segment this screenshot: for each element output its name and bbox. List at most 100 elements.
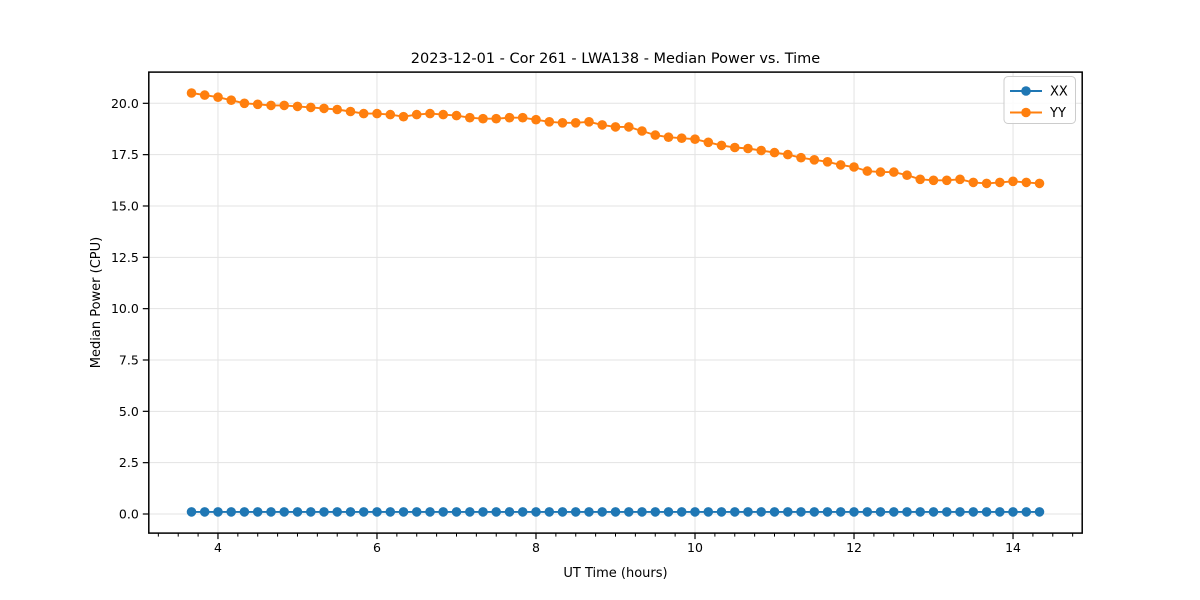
series-marker-xx <box>875 507 886 517</box>
series-marker-xx <box>239 507 250 517</box>
x-tick-label: 14 <box>1005 540 1021 555</box>
series-marker-yy <box>968 177 979 188</box>
series-marker-yy <box>1008 176 1018 187</box>
series-marker-xx <box>690 507 700 517</box>
series-marker-yy <box>690 134 700 144</box>
series-marker-yy <box>1021 177 1032 188</box>
series-marker-yy <box>637 126 647 136</box>
tick-layer <box>142 102 1074 540</box>
series-marker-yy <box>186 88 197 98</box>
series-marker-yy <box>531 114 541 125</box>
legend-label-yy: YY <box>1049 106 1066 121</box>
x-tick-label: 10 <box>687 540 703 555</box>
series-marker-xx <box>835 507 846 517</box>
series-marker-xx <box>517 507 528 517</box>
series-marker-yy <box>292 101 303 112</box>
series-marker-xx <box>226 507 236 517</box>
series-marker-yy <box>319 103 329 114</box>
series-marker-xx <box>783 507 793 517</box>
series-marker-yy <box>239 98 250 109</box>
y-tick-label: 17.5 <box>111 147 139 162</box>
series-marker-yy <box>199 90 210 100</box>
series-marker-xx <box>928 507 939 517</box>
series-marker-yy <box>769 147 780 158</box>
series-marker-yy <box>928 175 939 186</box>
series-marker-xx <box>915 507 925 517</box>
series-marker-xx <box>358 507 369 517</box>
series-marker-xx <box>425 507 435 517</box>
series-line-yy <box>191 92 1040 185</box>
series-marker-xx <box>981 507 992 517</box>
series-marker-xx <box>849 507 859 517</box>
series-marker-yy <box>809 155 820 165</box>
legend-entry-xx: XX <box>1010 85 1068 100</box>
series-marker-yy <box>425 108 435 119</box>
series-marker-yy <box>584 117 594 127</box>
series-marker-yy <box>889 167 899 177</box>
legend-entry-yy: YY <box>1010 106 1066 121</box>
series-marker-yy <box>252 99 263 110</box>
grid-layer <box>148 72 1083 534</box>
series-marker-xx <box>292 507 303 517</box>
series-marker-yy <box>624 122 634 132</box>
series-marker-yy <box>517 112 528 123</box>
series-marker-yy <box>783 149 793 160</box>
series-marker-xx <box>637 507 647 517</box>
x-tick-label: 6 <box>373 540 381 555</box>
series-marker-xx <box>531 507 541 517</box>
x-axis-label: UT Time (hours) <box>563 566 667 581</box>
series-marker-xx <box>1021 507 1032 517</box>
series-marker-xx <box>385 507 396 517</box>
series-marker-xx <box>663 507 674 517</box>
series-marker-xx <box>809 507 820 517</box>
series-marker-yy <box>915 174 925 185</box>
series-marker-yy <box>372 108 382 119</box>
series-marker-xx <box>544 507 555 517</box>
y-tick-label: 20.0 <box>111 96 139 111</box>
series-marker-yy <box>345 106 356 117</box>
y-tick-label: 15.0 <box>111 198 139 213</box>
series-marker-yy <box>385 109 396 120</box>
series-marker-xx <box>213 507 223 517</box>
series-marker-xx <box>703 507 714 517</box>
x-tick-label: 12 <box>846 540 862 555</box>
series-marker-yy <box>1034 178 1045 189</box>
series-marker-xx <box>186 507 197 517</box>
tick-label-layer: 4 6 8 10 12 14 0.0 2.5 5.0 7.5 10.0 12.5 15.0 17.5 20.… <box>111 96 1021 555</box>
series-marker-xx <box>955 507 965 517</box>
axes-spines <box>148 71 1083 534</box>
series-marker-yy <box>306 102 316 113</box>
series-marker-yy <box>730 142 740 153</box>
series-marker-yy <box>955 174 965 185</box>
y-tick-label: 0.0 <box>119 507 139 522</box>
legend: XX YY <box>1003 76 1076 124</box>
series-marker-xx <box>570 507 581 517</box>
series-marker-xx <box>769 507 780 517</box>
series-marker-yy <box>796 152 806 163</box>
series-marker-yy <box>491 113 502 124</box>
series-marker-yy <box>544 117 555 127</box>
series-marker-yy <box>676 133 687 143</box>
series-marker-yy <box>995 177 1005 188</box>
series-marker-xx <box>199 507 210 517</box>
series-marker-yy <box>650 130 661 140</box>
y-tick-label: 7.5 <box>119 352 139 367</box>
series-marker-yy <box>875 167 886 177</box>
series-marker-yy <box>822 157 833 167</box>
series-marker-xx <box>279 507 290 517</box>
series-marker-yy <box>902 170 912 180</box>
series-marker-xx <box>968 507 979 517</box>
series-marker-yy <box>942 175 952 186</box>
series-marker-xx <box>266 507 276 517</box>
series-marker-yy <box>716 140 727 151</box>
series-layer <box>186 88 1045 517</box>
plot-border <box>148 71 1083 534</box>
series-marker-yy <box>478 113 488 124</box>
series-marker-xx <box>398 507 409 517</box>
series-marker-xx <box>504 507 515 517</box>
series-marker-xx <box>716 507 727 517</box>
series-marker-xx <box>1008 507 1018 517</box>
series-marker-yy <box>451 110 462 121</box>
series-marker-xx <box>756 507 766 517</box>
